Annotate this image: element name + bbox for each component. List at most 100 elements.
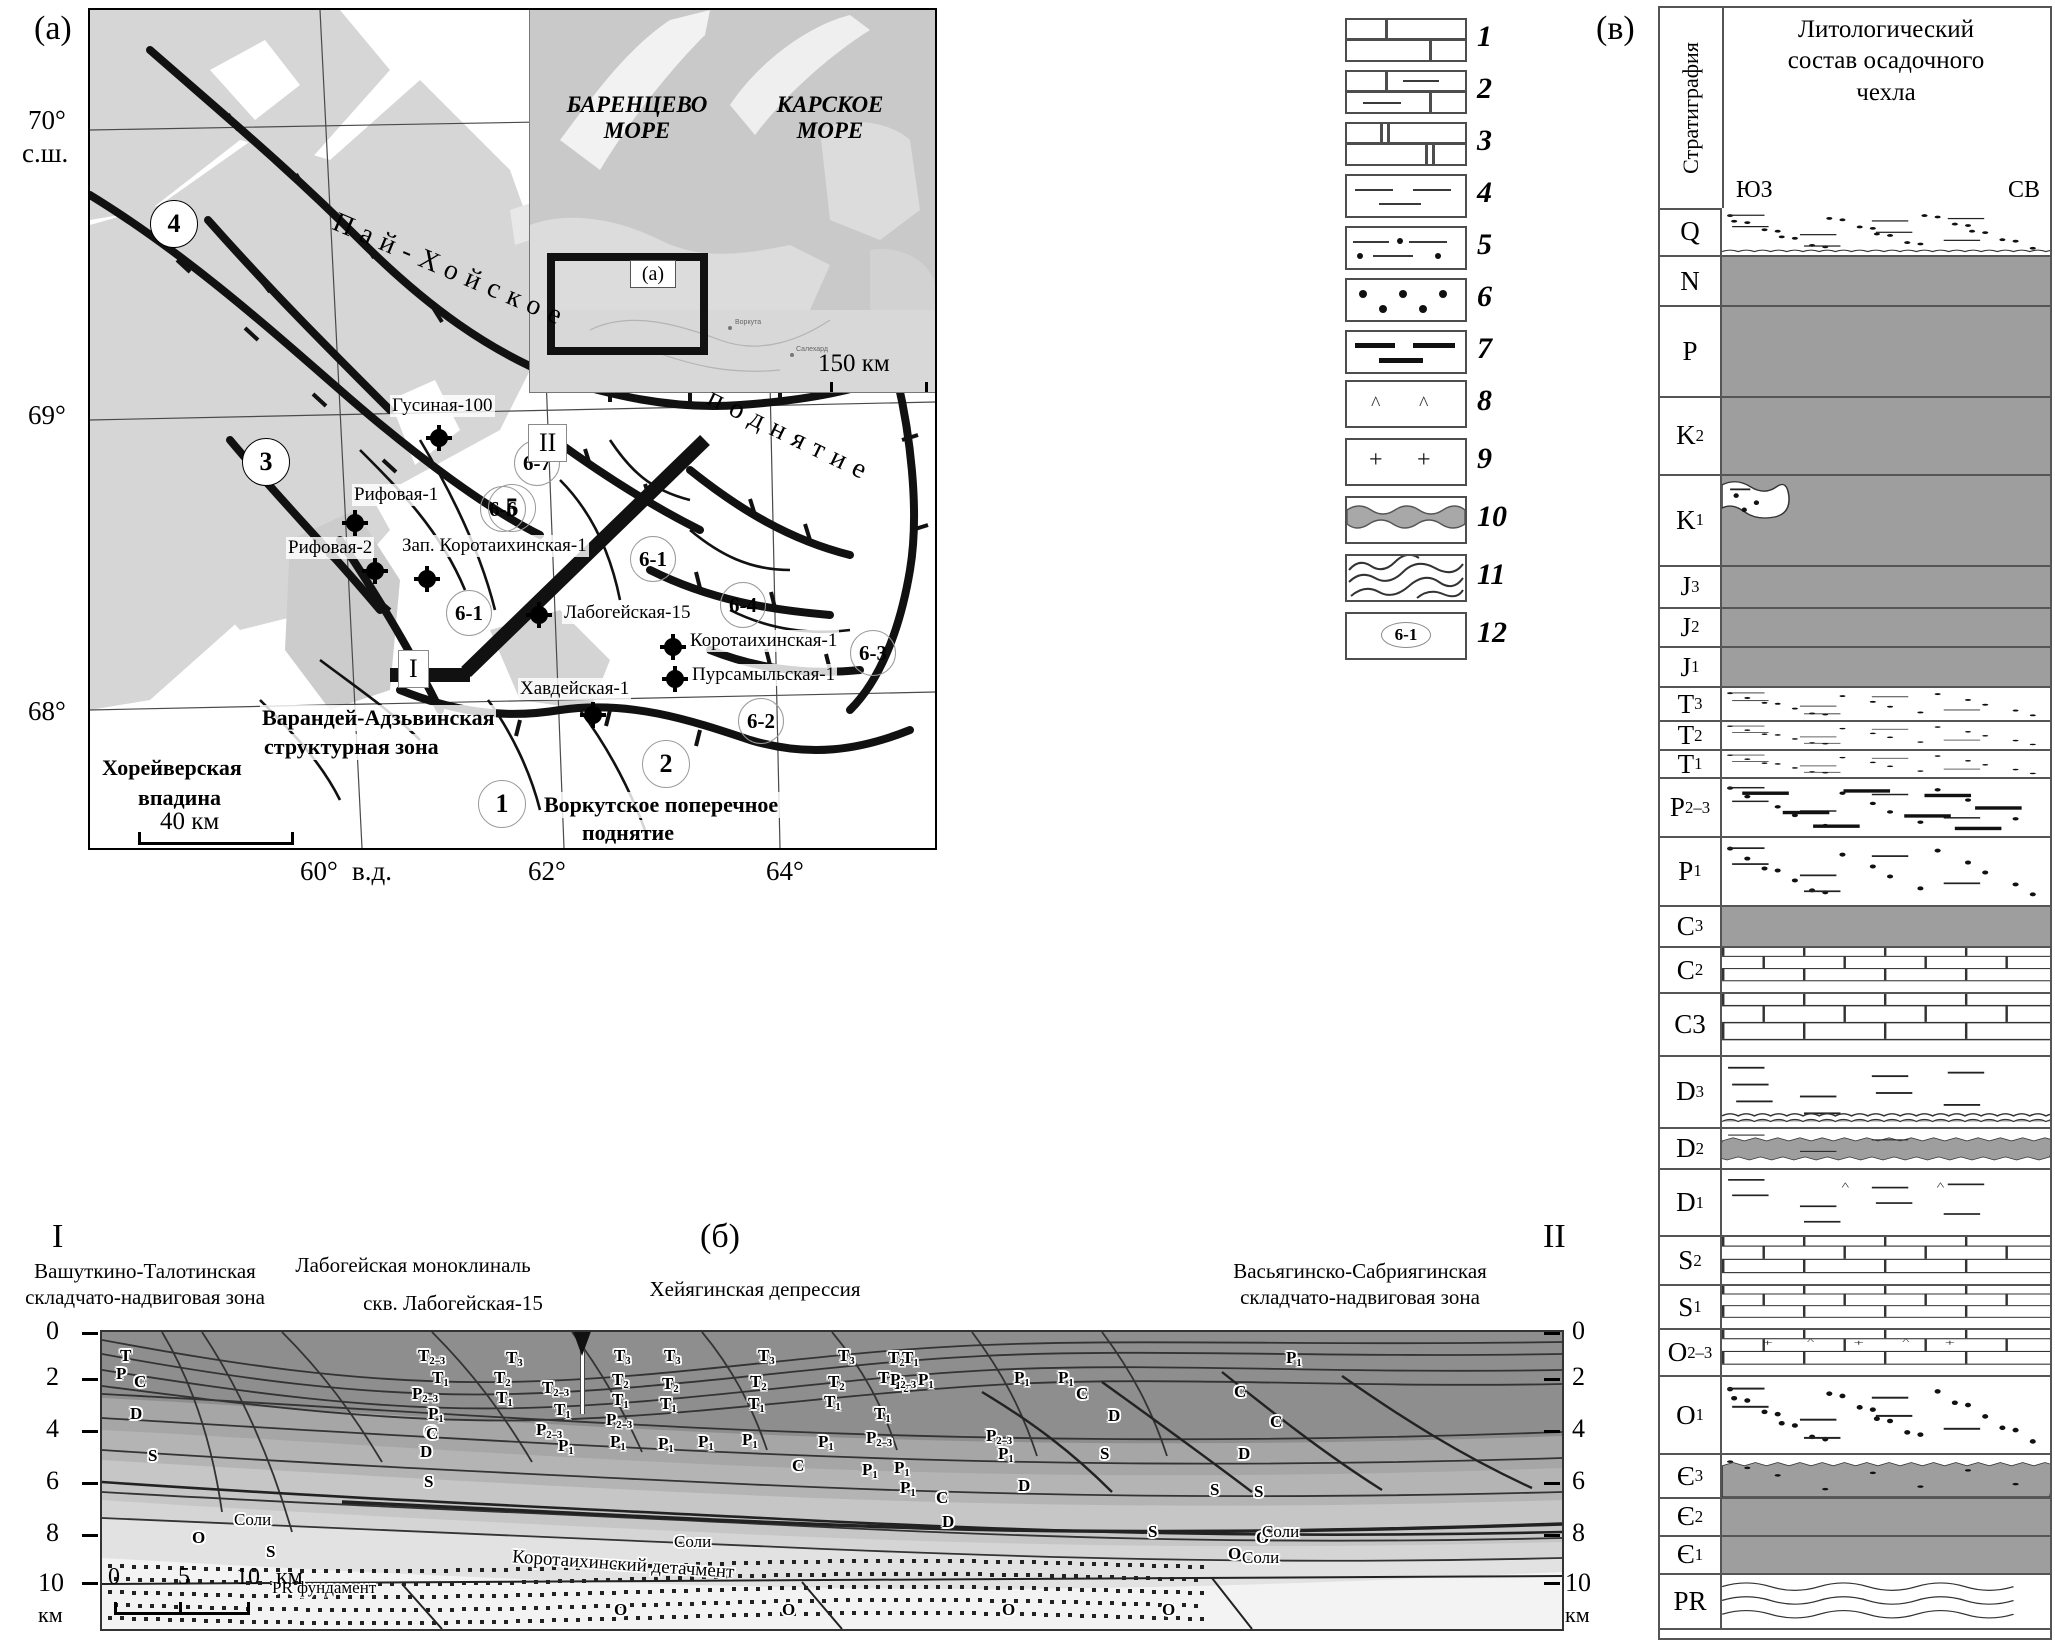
regional-map-panel[interactable]: Воркута Салехард БАРЕНЦЕВО МОРЕ КАРСКОЕ … (88, 8, 937, 850)
structure-circle-6-1-north[interactable]: 6-1 (630, 536, 676, 582)
inset-locator-map[interactable]: Воркута Салехард БАРЕНЦЕВО МОРЕ КАРСКОЕ … (529, 10, 935, 393)
cross-section-frame[interactable]: T P C D S O T2–3 T1 P2–3 P1 C D S T3 T2 T1 D C T2–3 T1 P2–3 P… (100, 1330, 1564, 1631)
inset-study-area-box[interactable] (547, 253, 708, 355)
structure-circle-4[interactable]: 4 (150, 200, 198, 248)
strat-row[interactable]: Q (1660, 208, 2050, 258)
legend-item-12[interactable]: 6-1 12 (1345, 610, 1545, 668)
well-symbol-rifovaya-2[interactable] (362, 558, 388, 584)
legend-structure-sample: 6-1 (1381, 622, 1431, 648)
xs-unit-label: D (130, 1404, 143, 1423)
depth-right-2: 2 (1572, 1362, 1585, 1391)
map-label-vorkuta-1: Воркутское поперечное (542, 792, 781, 818)
structure-circle-6-4[interactable]: 6-4 (720, 582, 766, 628)
xs-unit-label: P1 (894, 1458, 910, 1479)
structure-circle-2[interactable]: 2 (642, 740, 690, 788)
well-symbol-labogeyskaya-15[interactable] (526, 602, 552, 628)
structure-circle-6-2[interactable]: 6-2 (738, 698, 784, 744)
map-lon-60: 60° (300, 856, 338, 886)
structure-circle-1[interactable]: 1 (478, 780, 526, 828)
svg-text:+: + (1854, 1338, 1864, 1347)
legend-item-7[interactable]: 7 (1345, 326, 1545, 378)
well-symbol-zap-korotaikhinskaya-1[interactable] (414, 566, 440, 592)
xs-unit-label: T1 (554, 1400, 571, 1421)
legend-item-6[interactable]: 6 (1345, 274, 1545, 326)
strat-row[interactable]: PR (1660, 1574, 2050, 1630)
legend-item-1[interactable]: 1 (1345, 14, 1545, 66)
well-symbol-gusinaya-100[interactable] (426, 425, 452, 451)
cross-section-unit-labels: T P C D S O T2–3 T1 P2–3 P1 C D S T3 T2 T1 D C T2–3 T1 P2–3 P… (102, 1332, 1562, 1629)
strat-row[interactable]: N (1660, 257, 2050, 307)
svg-text:+: + (1762, 1338, 1772, 1347)
xs-unit-label: P2–3 (412, 1384, 439, 1405)
lithology-cell (1722, 838, 2050, 905)
well-symbol-korotaikhinskaya-1[interactable] (660, 634, 686, 660)
legend-item-9[interactable]: + + 9 (1345, 436, 1545, 494)
lithology-cell (1722, 779, 2050, 837)
structure-circle-6-1-south[interactable]: 6-1 (446, 590, 492, 636)
structure-circle-6-3[interactable]: 6-3 (850, 630, 896, 676)
structure-circle-6-6[interactable]: 6-6 (480, 486, 526, 532)
stratigraphic-column-panel[interactable]: Стратиграфия Литологический состав осадо… (1658, 6, 2052, 1640)
strat-row[interactable]: O 2–3 + + + ^ ^ (1660, 1329, 2050, 1378)
xs-unit-label: C (424, 1422, 437, 1441)
depth-right-0: 0 (1572, 1316, 1585, 1345)
structure-circle-3[interactable]: 3 (242, 438, 290, 486)
strat-title: Литологический состав осадочного чехла (1787, 16, 1985, 106)
legend-item-10[interactable]: 10 (1345, 494, 1545, 552)
well-symbol-pursamylskaya-1[interactable] (662, 666, 688, 692)
unconformity-wavy-band-icon (1345, 496, 1467, 544)
strat-row[interactable]: P 2–3 (1660, 779, 2050, 839)
lithology-cell (1722, 750, 2050, 778)
legend-number-11: 11 (1477, 558, 1506, 591)
panel-v-tag: (в) (1596, 10, 1635, 47)
legend-item-5[interactable]: 5 (1345, 222, 1545, 274)
legend-item-2[interactable]: 2 (1345, 66, 1545, 118)
strat-row[interactable]: P (1660, 306, 2050, 398)
legend-item-4[interactable]: 4 (1345, 170, 1545, 222)
lithology-cell (1722, 1056, 2050, 1127)
well-symbol-rifovaya-1[interactable] (342, 510, 368, 536)
well-label-rifovaya-1: Рифовая-1 (352, 484, 441, 506)
legend-item-8[interactable]: ^ ^ 8 (1345, 378, 1545, 436)
svg-text:^: ^ (1902, 1338, 1910, 1346)
legend-item-3[interactable]: 3 (1345, 118, 1545, 170)
map-lon-unit: в.д. (352, 856, 392, 886)
well-label-zap-korotaikhinskaya-1: Зап. Коротаихинская-1 (400, 535, 589, 557)
xs-unit-label: S (1100, 1444, 1110, 1463)
strat-row[interactable]: D 1 ^ ^ (1660, 1170, 2050, 1237)
strat-unit-label: N (1660, 257, 1722, 305)
limestone-brick-pattern-icon (1345, 18, 1467, 62)
cross-section-panel[interactable]: T P C D S O T2–3 T1 P2–3 P1 C D S T3 T2 T1 D C T2–3 T1 P2–3 P… (38, 1316, 1623, 1635)
xs-unit-label: P1 (698, 1432, 714, 1453)
strat-row[interactable]: C3 (1660, 993, 2050, 1057)
volcanic-caret-pattern-icon: ^ ^ (1345, 380, 1467, 428)
well-symbol-khavdeyskaya-1[interactable] (580, 702, 606, 728)
xs-unit-label: T2 (828, 1372, 845, 1393)
xs-unit-label: P1 (900, 1478, 916, 1499)
legend-item-11[interactable]: 11 (1345, 552, 1545, 610)
lithology-cell (1722, 722, 2050, 749)
